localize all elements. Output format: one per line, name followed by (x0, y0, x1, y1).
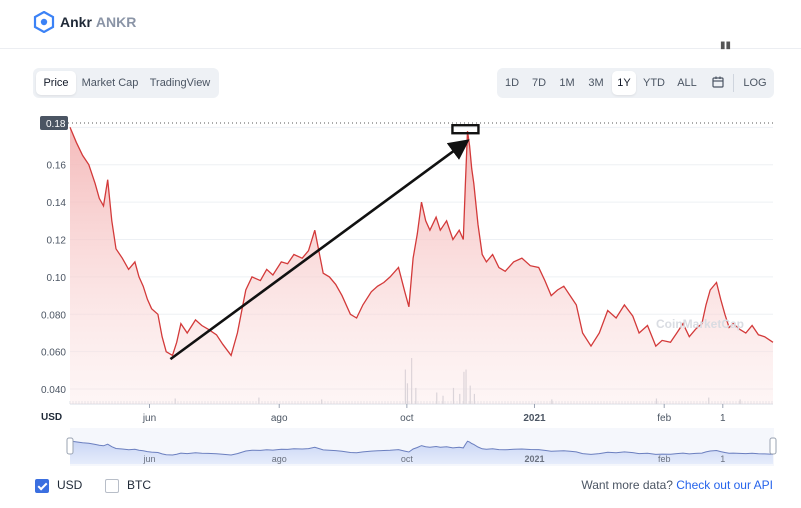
ankr-logo-icon (33, 11, 55, 33)
btc-checkbox[interactable] (105, 479, 119, 493)
btc-label: BTC (127, 478, 151, 492)
range-1y[interactable]: 1Y (612, 71, 636, 95)
coin-symbol: ANKR (95, 14, 137, 30)
y-tick-label: 0.040 (41, 385, 66, 396)
range-3m[interactable]: 3M (588, 77, 604, 89)
api-promo: Want more data? Check out our API (581, 478, 773, 492)
range-all[interactable]: ALL (677, 77, 697, 89)
range-1m[interactable]: 1M (559, 77, 575, 89)
calendar-icon[interactable] (706, 71, 730, 95)
y-tick-label: 0.060 (41, 348, 66, 359)
navigator-line (69, 440, 774, 456)
menu-icon[interactable]: ▮▮ (720, 40, 732, 51)
navigator-handle-right[interactable] (769, 437, 777, 455)
y-axis-title: USD (41, 412, 62, 423)
x-tick-label: jun (142, 413, 156, 424)
coin-title: Ankr ANKR (60, 14, 136, 30)
current-price-badge (40, 116, 68, 130)
x-tick-label: ago (271, 413, 288, 424)
range-ytd[interactable]: YTD (643, 77, 665, 89)
navigator-tick-label: 2021 (524, 454, 544, 464)
price-line (69, 127, 774, 357)
y-tick-label: 0.12 (47, 236, 67, 247)
tab-price[interactable]: Price (36, 71, 76, 95)
annotation-box (451, 124, 480, 135)
annotation-arrow (169, 139, 470, 361)
usd-label: USD (57, 478, 83, 492)
navigator-area (70, 441, 773, 464)
navigator-tick-label: 1 (720, 454, 725, 464)
range-1d[interactable]: 1D (504, 77, 520, 89)
x-tick-label: feb (657, 413, 671, 424)
navigator-tick-label: feb (658, 454, 671, 464)
coin-name: Ankr (60, 14, 92, 30)
view-tabs: Price Market Cap TradingView (33, 68, 219, 98)
x-tick-label: 1 (720, 413, 726, 424)
y-tick-label: 0.14 (47, 198, 67, 209)
tab-tradingview[interactable]: TradingView (149, 77, 211, 89)
navigator-tick-label: jun (142, 454, 155, 464)
navigator-tick-label: oct (401, 454, 414, 464)
x-tick-label: 2021 (523, 413, 546, 424)
range-selector: 1D 7D 1M 3M 1Y YTD ALL LOG (497, 68, 774, 98)
header-bar: Ankr ANKR ▮▮ (0, 0, 801, 51)
y-tick-label: 0.16 (47, 161, 67, 172)
log-scale-button[interactable]: LOG (743, 77, 767, 89)
watermark: CoinMarketCap (656, 317, 744, 331)
x-tick-label: oct (400, 413, 414, 424)
usd-checkbox[interactable] (35, 479, 49, 493)
y-tick-label: 0.080 (41, 310, 66, 321)
range-7d[interactable]: 7D (531, 77, 547, 89)
x-axis: jun ago oct 2021 feb 1 (142, 413, 726, 424)
navigator-tick-label: ago (272, 454, 287, 464)
range-navigator[interactable]: jun ago oct 2021 feb 1 (66, 428, 777, 466)
divider (733, 74, 734, 92)
navigator-handle-left[interactable] (66, 437, 74, 455)
api-prompt: Want more data? (581, 478, 673, 492)
y-tick-label: 0.10 (47, 273, 67, 284)
api-link[interactable]: Check out our API (676, 478, 773, 492)
current-price-label: 0.18 (46, 119, 66, 130)
y-axis: 0.040 0.060 0.080 0.10 0.12 0.14 0.16 (41, 161, 66, 396)
price-chart[interactable]: 0.040 0.060 0.080 0.10 0.12 0.14 0.16 CoinMark… (0, 108, 801, 470)
navigator-labels: jun ago oct 2021 feb 1 (142, 454, 725, 464)
price-area (70, 127, 773, 405)
tab-market-cap[interactable]: Market Cap (81, 77, 139, 89)
